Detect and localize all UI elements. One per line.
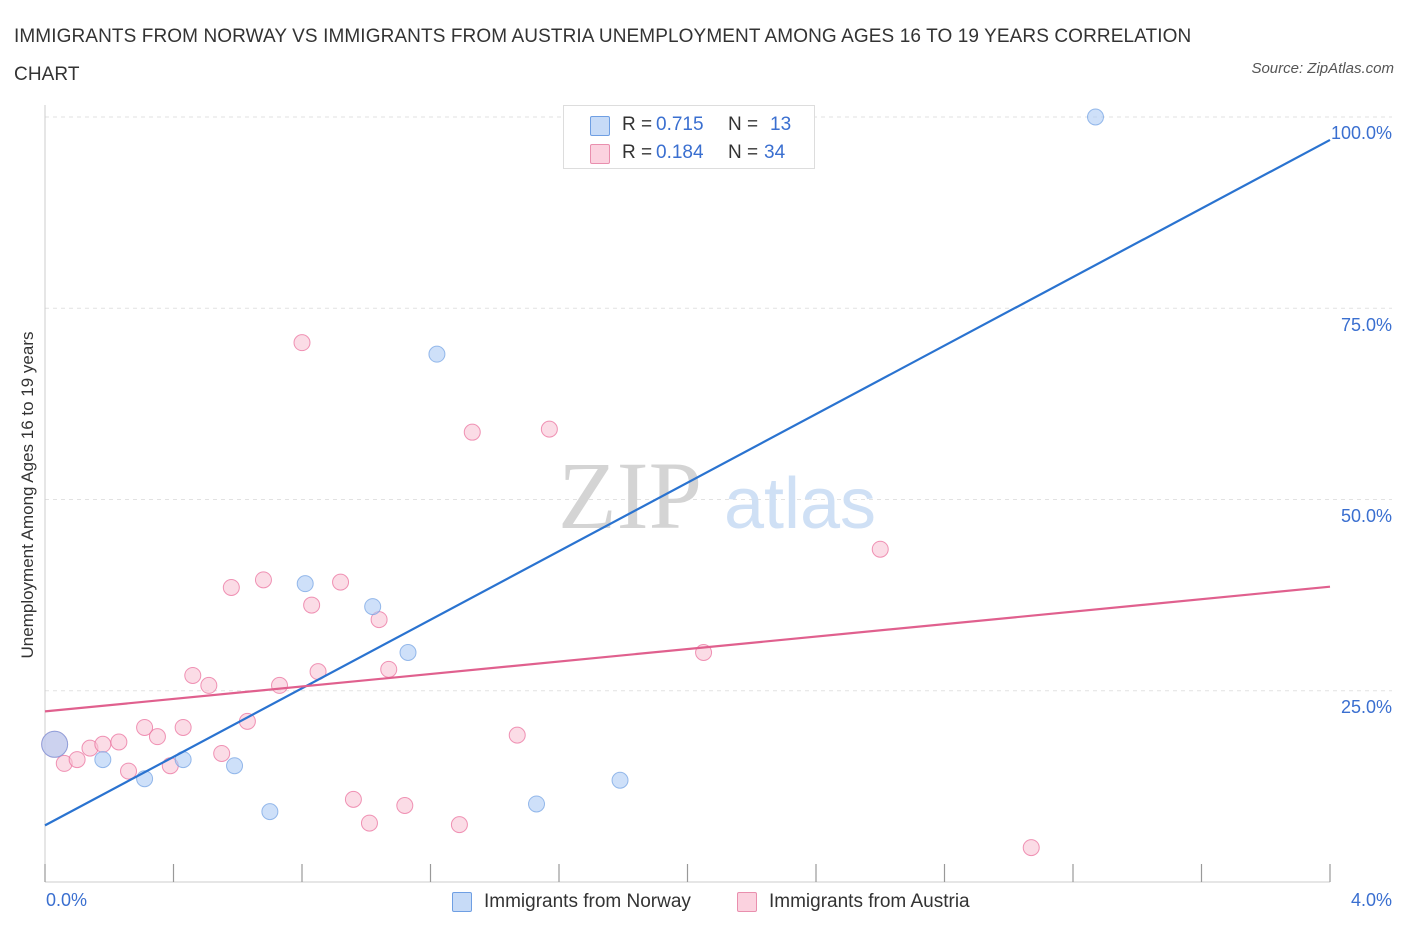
norway-points	[41, 108, 1104, 821]
y-tick-label: 100.0%	[1330, 123, 1392, 143]
norway-point	[364, 598, 382, 616]
legend-label: Immigrants from Norway	[484, 891, 691, 912]
r-label: R =	[622, 142, 653, 163]
norway-point	[428, 345, 446, 363]
y-tick-label: 75.0%	[1340, 315, 1392, 335]
r-label: R =	[622, 114, 653, 135]
watermark-atlas: atlas	[724, 464, 876, 544]
n-label: N =	[728, 142, 759, 163]
austria-point	[213, 744, 231, 762]
n-value: 13	[770, 114, 792, 135]
norway-point	[41, 730, 69, 758]
trend-lines	[44, 138, 1331, 827]
austria-point	[293, 334, 311, 352]
austria-point	[508, 726, 526, 744]
watermark-zip: ZIP	[558, 442, 702, 549]
r-value: 0.184	[656, 142, 704, 163]
norway-point	[94, 751, 112, 769]
austria-point	[174, 718, 192, 736]
y-tick-label: 50.0%	[1340, 506, 1392, 526]
austria-point	[184, 666, 202, 684]
legend-label: Immigrants from Austria	[769, 891, 970, 912]
austria-point	[148, 728, 166, 746]
austria-point	[380, 660, 398, 678]
austria-point	[94, 735, 112, 753]
austria-point	[1022, 839, 1040, 857]
austria-point	[540, 420, 558, 438]
austria-points	[41, 334, 1040, 857]
austria-point	[450, 816, 468, 834]
norway-point	[399, 644, 417, 661]
austria-point	[463, 423, 481, 441]
austria-point	[68, 751, 86, 769]
austria-point	[222, 578, 240, 596]
austria-point	[303, 596, 321, 614]
austria-trend-line	[44, 585, 1331, 713]
n-value: 34	[764, 142, 786, 163]
austria-point	[254, 571, 272, 589]
austria-point	[871, 540, 889, 558]
grid-lines	[45, 116, 1392, 692]
norway-swatch	[590, 116, 610, 136]
source-label: Source: ZipAtlas.com	[1251, 60, 1394, 77]
watermark: ZIP atlas	[558, 442, 876, 549]
x-tick-label-max: 4.0%	[1350, 890, 1392, 910]
austria-point	[110, 733, 128, 751]
chart-title: IMMIGRANTS FROM NORWAY VS IMMIGRANTS FRO…	[14, 26, 1192, 85]
norway-point	[261, 803, 279, 821]
norway-point	[611, 771, 629, 789]
stats-legend: R = 0.715 N = 13 R = 0.184 N = 34	[563, 105, 815, 169]
austria-point	[332, 573, 350, 591]
austria-point	[200, 676, 218, 694]
norway-point	[296, 575, 314, 593]
norway-point	[1086, 108, 1104, 126]
austria-point	[396, 797, 414, 814]
n-label: N =	[728, 114, 759, 135]
austria-point	[136, 718, 154, 736]
x-tick-label-min: 0.0%	[46, 890, 88, 910]
austria-point	[344, 790, 362, 808]
norway-swatch	[452, 892, 472, 912]
norway-trend-line	[44, 138, 1331, 827]
norway-point	[226, 757, 244, 775]
austria-point	[360, 814, 378, 832]
norway-point	[528, 795, 546, 813]
austria-swatch	[737, 892, 757, 912]
austria-point	[120, 762, 138, 780]
y-tick-label: 25.0%	[1340, 697, 1392, 717]
r-value: 0.715	[656, 114, 704, 135]
austria-point	[271, 676, 289, 694]
austria-swatch	[590, 144, 610, 164]
